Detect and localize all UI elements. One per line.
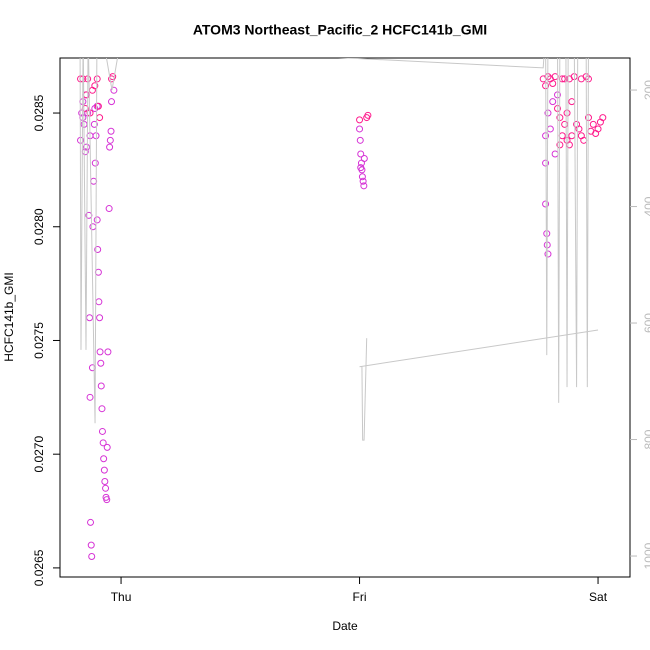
data-point	[97, 382, 105, 390]
data-point	[91, 159, 99, 167]
data-point	[101, 477, 109, 485]
data-point	[98, 405, 106, 413]
y-tick-label: 0.0265	[32, 549, 46, 586]
data-point	[90, 120, 98, 128]
data-point	[107, 127, 115, 135]
data-point	[357, 150, 365, 158]
data-point	[91, 104, 99, 112]
y2-tick-label: 800	[642, 429, 650, 449]
data-point	[90, 177, 98, 185]
y-tick-label: 0.0280	[32, 208, 46, 245]
y-tick-label: 0.0285	[32, 94, 46, 131]
data-point	[546, 125, 554, 133]
data-point	[561, 120, 569, 128]
x-axis-label: Date	[332, 619, 358, 633]
data-point	[549, 79, 557, 87]
y-axis-label: HCFC141b_GMI	[2, 272, 16, 361]
data-point	[108, 98, 116, 106]
pressure-line	[79, 58, 599, 441]
data-point	[360, 182, 368, 190]
data-point	[589, 120, 597, 128]
data-point	[96, 348, 104, 356]
data-point	[356, 136, 364, 144]
plot-area	[77, 58, 607, 561]
data-point	[96, 114, 104, 122]
data-point	[97, 359, 105, 367]
data-point	[549, 98, 557, 106]
x-tick-label: Thu	[111, 590, 132, 604]
chart-title: ATOM3 Northeast_Pacific_2 HCFC141b_GMI	[193, 22, 487, 38]
data-point	[100, 466, 108, 474]
data-point	[360, 155, 368, 163]
data-point	[356, 125, 364, 133]
y2-tick-label: 1000	[642, 542, 650, 569]
data-point	[364, 111, 372, 119]
data-point	[86, 393, 94, 401]
data-point	[110, 86, 118, 94]
x-tick-label: Fri	[353, 590, 367, 604]
data-point	[577, 75, 585, 83]
data-point	[106, 143, 114, 151]
y-tick-label: 0.0275	[32, 322, 46, 359]
data-point	[104, 348, 112, 356]
data-point	[594, 125, 602, 133]
data-point	[359, 177, 367, 185]
data-point	[358, 173, 366, 181]
data-point	[102, 484, 110, 492]
data-point	[356, 116, 364, 124]
y2-tick-label: 600	[642, 313, 650, 333]
data-point	[357, 164, 365, 172]
data-point	[86, 314, 94, 322]
y2-tick-label: 200	[642, 80, 650, 100]
data-point	[558, 132, 566, 140]
data-point	[88, 553, 96, 561]
data-point	[563, 109, 571, 117]
data-point	[82, 143, 90, 151]
data-point	[91, 82, 99, 90]
data-point	[99, 439, 107, 447]
data-point	[105, 205, 113, 213]
data-point	[551, 150, 559, 158]
data-point	[87, 541, 95, 549]
plot-box	[59, 57, 631, 578]
data-point	[98, 427, 106, 435]
data-point	[599, 114, 607, 122]
data-point	[103, 443, 111, 451]
data-point	[93, 216, 101, 224]
data-point	[94, 245, 102, 253]
data-point	[568, 132, 576, 140]
data-point	[89, 223, 97, 231]
data-point	[106, 136, 114, 144]
data-point	[87, 518, 95, 526]
data-point	[103, 496, 111, 504]
data-point	[542, 200, 550, 208]
data-point	[96, 314, 104, 322]
data-point	[94, 102, 102, 110]
x-tick-label: Sat	[589, 590, 608, 604]
data-point	[568, 98, 576, 106]
y2-tick-label: 400	[642, 196, 650, 216]
data-point	[544, 250, 552, 258]
data-point	[575, 125, 583, 133]
data-point	[95, 298, 103, 306]
y-tick-label: 0.0270	[32, 436, 46, 473]
data-point	[100, 455, 108, 463]
